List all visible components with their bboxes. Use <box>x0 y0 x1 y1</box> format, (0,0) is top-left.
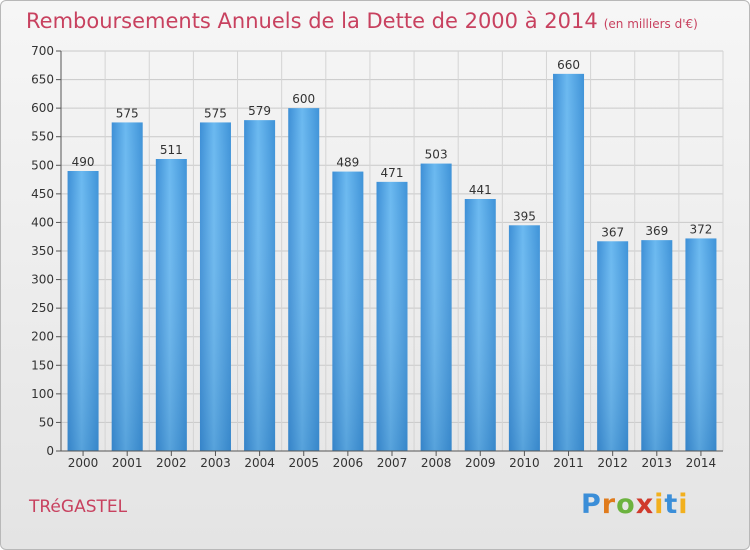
bar-shade <box>288 108 320 452</box>
bar-group: 471 <box>376 166 408 451</box>
bar-group: 600 <box>288 92 320 452</box>
x-tick-label: 2009 <box>465 456 496 470</box>
bar-group: 372 <box>685 222 717 451</box>
y-tick-label: 700 <box>31 44 54 58</box>
bar-value-label: 489 <box>336 156 359 170</box>
bar-value-label: 441 <box>469 183 492 197</box>
bar-shade <box>199 122 231 451</box>
x-tick-label: 2012 <box>597 456 628 470</box>
bar-value-label: 471 <box>381 166 404 180</box>
commune-name: TRéGASTEL <box>29 497 128 517</box>
x-tick-label: 2008 <box>421 456 452 470</box>
y-tick-label: 350 <box>31 244 54 258</box>
x-tick-label: 2004 <box>244 456 275 470</box>
x-tick-label: 2014 <box>686 456 717 470</box>
y-tick-label: 450 <box>31 187 54 201</box>
bar-shade <box>685 238 717 451</box>
bar-group: 489 <box>332 156 364 452</box>
bar-value-label: 600 <box>292 92 315 106</box>
x-tick-label: 2005 <box>288 456 319 470</box>
bar-group: 575 <box>199 106 231 451</box>
chart-title: Remboursements Annuels de la Dette de 20… <box>26 9 698 33</box>
x-tick-label: 2011 <box>553 456 584 470</box>
bar-group: 369 <box>641 224 673 451</box>
bar-shade <box>155 159 187 451</box>
bar-value-label: 369 <box>645 224 668 238</box>
bar-group: 575 <box>111 106 143 451</box>
bar-group: 660 <box>553 58 585 451</box>
bar-value-label: 511 <box>160 143 183 157</box>
bar-shade <box>553 73 585 451</box>
bar-group: 503 <box>420 148 452 452</box>
x-tick-label: 2002 <box>156 456 187 470</box>
y-tick-label: 200 <box>31 330 54 344</box>
axes: 0 50 100 150 200 250 300 350 400 450 500 550 600 650 7… <box>31 44 723 470</box>
y-tick-label: 150 <box>31 358 54 372</box>
chart-subtitle: (en milliers d'€) <box>603 17 698 31</box>
bar-value-label: 490 <box>72 155 95 169</box>
y-tick-label: 400 <box>31 215 54 229</box>
bar-shade <box>244 120 276 452</box>
bar-shade <box>508 225 540 451</box>
bar-group: 511 <box>155 143 187 451</box>
y-tick-label: 650 <box>31 73 54 87</box>
bar-group: 490 <box>67 155 99 451</box>
y-tick-label: 550 <box>31 130 54 144</box>
y-tick-label: 250 <box>31 301 54 315</box>
bar-value-label: 575 <box>116 106 139 120</box>
bar-group: 395 <box>508 209 540 451</box>
bar-shade <box>111 122 143 451</box>
bars: 490 575 511 575 579 600 489 471 503 441 395 660 367 3… <box>67 58 717 452</box>
x-tick-label: 2001 <box>112 456 143 470</box>
bar-shade <box>464 199 496 451</box>
x-tick-label: 2010 <box>509 456 540 470</box>
bar-value-label: 367 <box>601 225 624 239</box>
y-tick-label: 100 <box>31 387 54 401</box>
bar-shade <box>67 171 99 451</box>
bar-shade <box>597 241 629 451</box>
x-tick-label: 2007 <box>377 456 408 470</box>
bar-shade <box>376 181 408 451</box>
x-tick-label: 2000 <box>68 456 99 470</box>
bar-shade <box>332 171 364 452</box>
bar-value-label: 575 <box>204 106 227 120</box>
bar-group: 367 <box>597 225 629 451</box>
y-tick-label: 500 <box>31 158 54 172</box>
y-tick-label: 0 <box>46 444 54 458</box>
y-tick-label: 50 <box>39 415 54 429</box>
bar-value-label: 579 <box>248 104 271 118</box>
x-tick-label: 2006 <box>333 456 364 470</box>
bar-shade <box>641 240 673 451</box>
bar-group: 441 <box>464 183 496 451</box>
bar-value-label: 372 <box>689 222 712 236</box>
bar-value-label: 660 <box>557 58 580 72</box>
bar-shade <box>420 163 452 452</box>
bar-value-label: 503 <box>425 148 448 162</box>
proxiti-logo: Proxiti <box>581 489 689 520</box>
x-tick-label: 2013 <box>642 456 673 470</box>
bar-group: 579 <box>244 104 276 452</box>
y-tick-label: 600 <box>31 101 54 115</box>
x-tick-label: 2003 <box>200 456 231 470</box>
y-tick-label: 300 <box>31 273 54 287</box>
bar-value-label: 395 <box>513 209 536 223</box>
title-text: Remboursements Annuels de la Dette de 20… <box>26 9 598 33</box>
